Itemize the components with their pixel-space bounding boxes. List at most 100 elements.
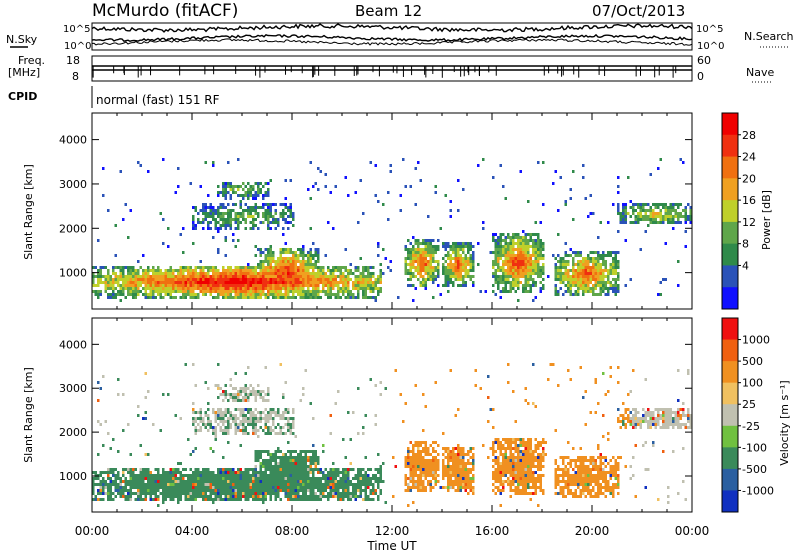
heatmap-cell — [137, 483, 140, 486]
heatmap-cell — [427, 239, 430, 242]
heatmap-cell — [472, 468, 475, 471]
heatmap-cell — [267, 489, 270, 492]
heatmap-cell — [539, 272, 542, 275]
heatmap-cell — [254, 278, 257, 281]
heatmap-cell — [239, 266, 242, 269]
heatmap-cell — [289, 426, 292, 429]
heatmap-cell — [224, 414, 227, 417]
heatmap-cell — [537, 251, 540, 254]
heatmap-cell — [109, 492, 112, 495]
heatmap-cell — [402, 420, 405, 423]
heatmap-cell — [579, 263, 582, 266]
heatmap-cell — [282, 248, 285, 251]
heatmap-cell — [532, 239, 535, 242]
heatmap-cell — [427, 248, 430, 251]
heatmap-cell — [412, 480, 415, 483]
heatmap-cell — [589, 257, 592, 260]
heatmap-cell — [237, 218, 240, 221]
heatmap-cell — [312, 483, 315, 486]
heatmap-cell — [114, 474, 117, 477]
heatmap-cell — [589, 290, 592, 293]
heatmap-cell — [407, 251, 410, 254]
heatmap-cell — [134, 480, 137, 483]
heatmap-cell — [197, 266, 200, 269]
noise-tick-high-left: 10^5 — [63, 24, 90, 35]
heatmap-cell — [219, 477, 222, 480]
heatmap-cell — [422, 239, 425, 242]
heatmap-cell — [282, 486, 285, 489]
heatmap-cell — [257, 471, 260, 474]
heatmap-cell — [209, 203, 212, 206]
heatmap-cell — [117, 483, 120, 486]
heatmap-cell — [294, 275, 297, 278]
heatmap-cell — [522, 263, 525, 266]
heatmap-cell — [289, 423, 292, 426]
heatmap-cell — [502, 281, 505, 284]
heatmap-cell — [294, 456, 297, 459]
heatmap-cell — [172, 269, 175, 272]
heatmap-cell — [147, 287, 150, 290]
heatmap-cell — [262, 471, 265, 474]
heatmap-cell — [252, 278, 255, 281]
heatmap-cell — [592, 284, 595, 287]
heatmap-cell — [414, 453, 417, 456]
heatmap-cell — [227, 218, 230, 221]
heatmap-cell — [172, 495, 175, 498]
heatmap-cell — [502, 290, 505, 293]
heatmap-cell — [352, 477, 355, 480]
heatmap-cell — [477, 263, 480, 266]
heatmap-cell — [142, 468, 145, 471]
heatmap-cell — [269, 245, 272, 248]
heatmap-cell — [129, 486, 132, 489]
heatmap-cell — [282, 212, 285, 215]
heatmap-cell — [137, 275, 140, 278]
heatmap-cell — [642, 218, 645, 221]
heatmap-cell — [404, 456, 407, 459]
noise-trace — [91, 38, 693, 46]
heatmap-cell — [159, 477, 162, 480]
heatmap-cell — [642, 215, 645, 218]
heatmap-cell — [362, 266, 365, 269]
heatmap-cell — [424, 471, 427, 474]
heatmap-cell — [364, 290, 367, 293]
heatmap-cell — [212, 474, 215, 477]
heatmap-cell — [387, 266, 390, 269]
heatmap-cell — [392, 456, 395, 459]
heatmap-cell — [212, 284, 215, 287]
heatmap-cell — [327, 269, 330, 272]
heatmap-cell — [357, 387, 360, 390]
heatmap-cell — [282, 284, 285, 287]
heatmap-cell — [619, 221, 622, 224]
heatmap-cell — [102, 489, 105, 492]
heatmap-cell — [367, 296, 370, 299]
heatmap-cell — [557, 233, 560, 236]
heatmap-cell — [122, 471, 125, 474]
heatmap-cell — [104, 483, 107, 486]
heatmap-cell — [257, 384, 260, 387]
heatmap-cell — [242, 399, 245, 402]
heatmap-cell — [287, 441, 290, 444]
heatmap-cell — [197, 287, 200, 290]
heatmap-cell — [149, 284, 152, 287]
heatmap-cell — [159, 281, 162, 284]
heatmap-cell — [502, 185, 505, 188]
heatmap-cell — [264, 477, 267, 480]
heatmap-cell — [234, 432, 237, 435]
heatmap-cell — [452, 248, 455, 251]
noise-trace — [91, 33, 693, 42]
heatmap-cell — [254, 456, 257, 459]
heatmap-cell — [159, 278, 162, 281]
heatmap-cell — [264, 432, 267, 435]
heatmap-cell — [167, 293, 170, 296]
heatmap-cell — [239, 393, 242, 396]
heatmap-cell — [102, 275, 105, 278]
heatmap-cell — [107, 281, 110, 284]
heatmap-cell — [97, 477, 100, 480]
heatmap-cell — [462, 447, 465, 450]
heatmap-cell — [222, 269, 225, 272]
heatmap-cell — [427, 447, 430, 450]
heatmap-cell — [574, 284, 577, 287]
heatmap-cell — [504, 287, 507, 290]
heatmap-cell — [327, 477, 330, 480]
heatmap-cell — [414, 471, 417, 474]
